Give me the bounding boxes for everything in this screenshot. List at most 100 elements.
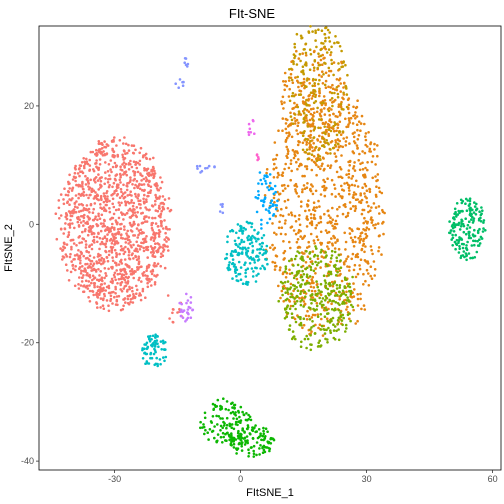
data-point	[305, 334, 309, 338]
data-point	[104, 199, 108, 203]
data-point	[252, 270, 255, 273]
data-point	[95, 235, 99, 239]
data-point	[255, 430, 258, 433]
data-point	[364, 138, 368, 142]
data-point	[316, 238, 320, 242]
data-point	[74, 265, 77, 268]
data-point	[344, 144, 348, 147]
data-point	[304, 261, 308, 264]
data-point	[145, 352, 149, 356]
data-point	[59, 247, 62, 250]
data-point	[189, 306, 192, 310]
data-point	[80, 269, 83, 273]
data-point	[82, 237, 86, 241]
data-point	[319, 126, 322, 130]
data-point	[364, 135, 367, 138]
data-point	[361, 244, 365, 247]
data-point	[162, 243, 165, 247]
data-point	[310, 153, 314, 156]
data-point	[162, 227, 165, 230]
data-point	[336, 293, 339, 297]
data-point	[228, 424, 232, 428]
data-point	[248, 242, 252, 246]
data-point	[448, 220, 451, 223]
data-point	[354, 205, 357, 208]
data-point	[148, 280, 151, 283]
data-point	[327, 128, 331, 131]
data-point	[118, 203, 122, 207]
data-point	[270, 199, 274, 202]
data-point	[147, 194, 150, 198]
data-point	[248, 256, 251, 260]
data-point	[369, 245, 373, 248]
data-point	[93, 282, 97, 285]
data-point	[297, 164, 301, 168]
data-point	[108, 199, 111, 203]
data-point	[341, 145, 345, 149]
data-point	[334, 35, 337, 38]
data-point	[326, 301, 330, 304]
data-point	[144, 343, 148, 346]
data-point	[472, 219, 475, 223]
data-point	[142, 249, 146, 253]
data-point	[315, 280, 318, 283]
data-point	[344, 117, 347, 121]
data-point	[355, 179, 358, 183]
data-point	[458, 247, 462, 250]
data-point	[218, 210, 222, 213]
data-point	[315, 247, 318, 250]
data-point	[308, 152, 311, 155]
data-point	[319, 290, 323, 294]
data-point	[294, 105, 298, 109]
data-point	[78, 241, 81, 245]
data-point	[313, 242, 316, 245]
data-point	[362, 272, 365, 276]
data-point	[338, 303, 341, 307]
data-point	[61, 248, 65, 251]
data-point	[470, 218, 473, 221]
data-point	[324, 251, 328, 254]
data-point	[352, 268, 356, 272]
data-point	[373, 268, 377, 271]
data-point	[241, 282, 245, 286]
data-point	[321, 82, 325, 85]
data-point	[225, 439, 228, 443]
data-point	[233, 407, 236, 410]
data-point	[98, 285, 102, 289]
data-point	[350, 303, 353, 307]
data-point	[326, 319, 330, 323]
data-point	[136, 244, 140, 247]
data-point	[136, 266, 139, 269]
data-point	[471, 234, 475, 237]
data-point	[111, 155, 114, 158]
data-point	[168, 228, 171, 231]
data-point	[288, 328, 291, 331]
data-point	[123, 213, 127, 216]
data-point	[251, 275, 255, 278]
data-point	[145, 198, 148, 201]
data-point	[323, 279, 327, 282]
data-point	[320, 108, 323, 111]
data-point	[74, 194, 78, 197]
data-point	[230, 437, 233, 441]
data-point	[140, 245, 143, 248]
data-point	[351, 238, 355, 242]
data-point	[321, 162, 324, 166]
data-point	[315, 304, 319, 308]
data-point	[312, 286, 316, 289]
data-point	[84, 262, 87, 266]
data-point	[473, 228, 476, 232]
data-point	[331, 299, 334, 303]
data-point	[95, 278, 99, 282]
data-point	[251, 437, 255, 440]
data-point	[87, 185, 90, 188]
data-point	[373, 148, 376, 151]
data-point	[301, 252, 305, 255]
data-point	[82, 190, 86, 194]
data-point	[318, 63, 322, 67]
data-point	[341, 130, 345, 133]
data-point	[88, 245, 91, 248]
data-point	[314, 29, 317, 32]
data-point	[470, 208, 474, 212]
data-point	[337, 175, 341, 179]
